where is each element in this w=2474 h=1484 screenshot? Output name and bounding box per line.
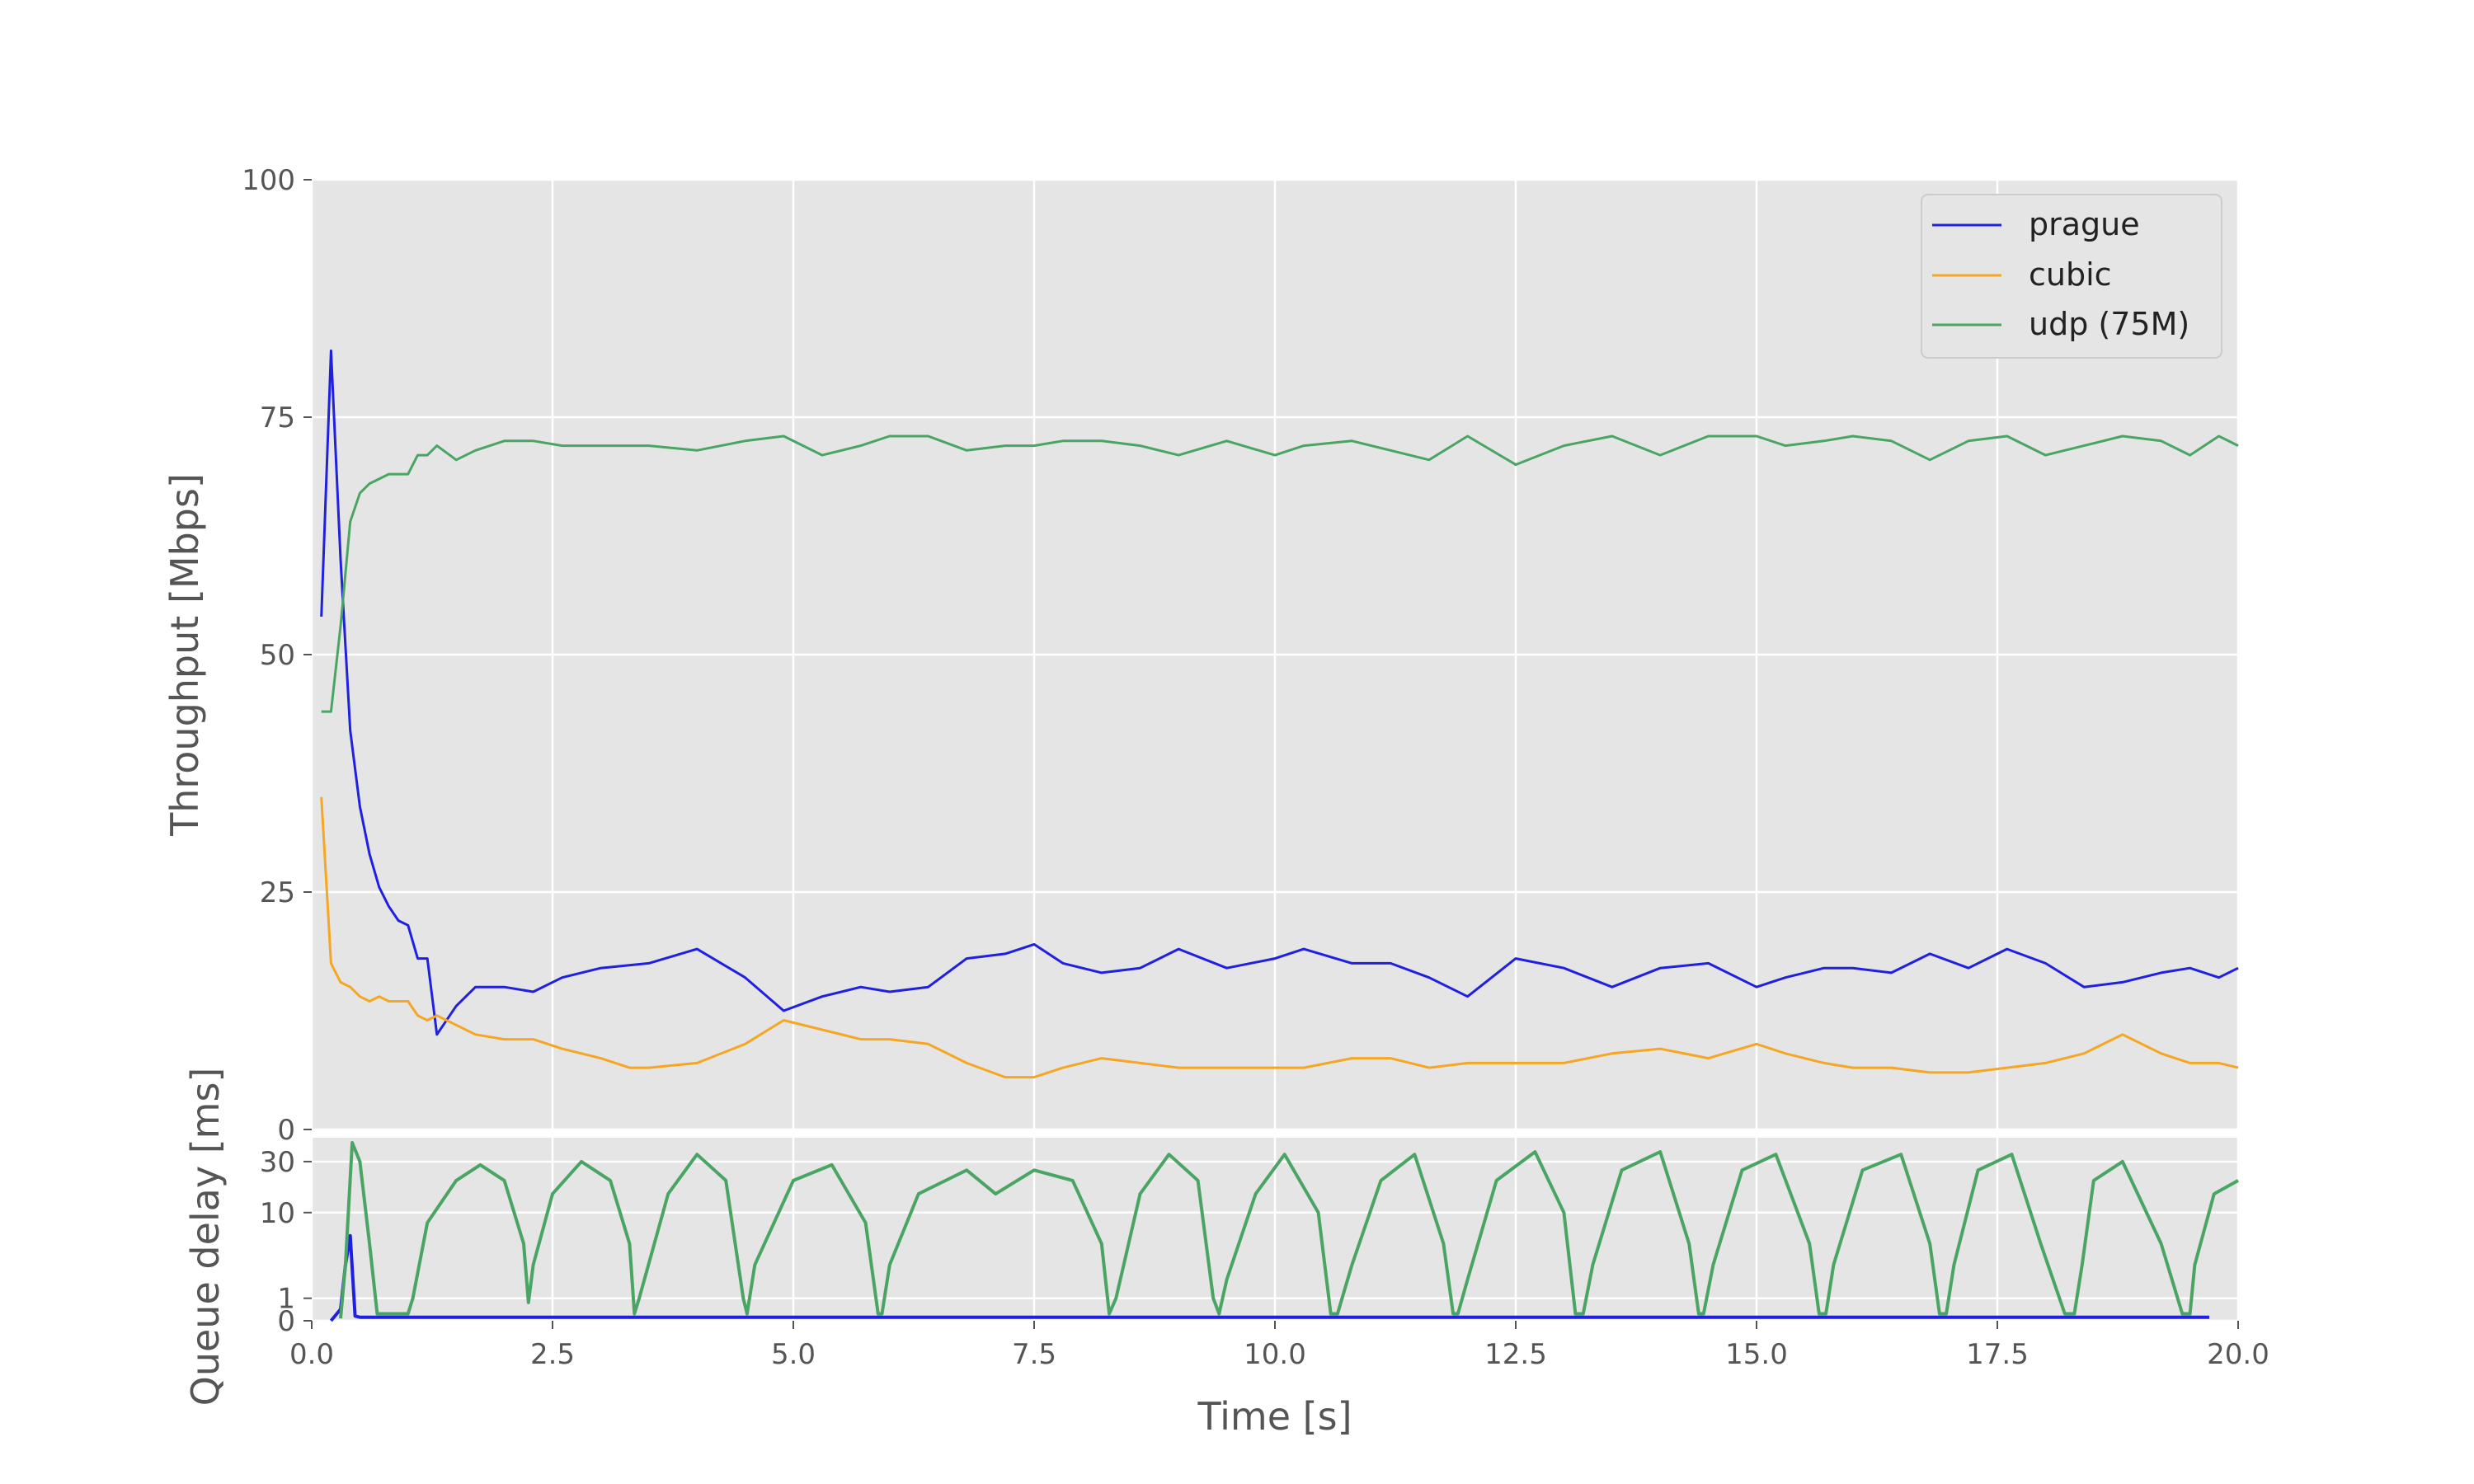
legend-label-prague: prague — [2029, 206, 2140, 242]
bottom-y-axis-label: Queue delay [ms] — [183, 1068, 228, 1407]
x-tick-label: 2.5 — [530, 1338, 575, 1371]
top-y-tick-label: 75 — [260, 402, 295, 434]
x-tick-label: 0.0 — [289, 1338, 334, 1371]
top-series-group — [320, 349, 2239, 1079]
top-y-ticks: 0 25 50 75 100 — [242, 164, 312, 1147]
x-tick-label: 7.5 — [1012, 1338, 1056, 1371]
legend-label-udp: udp (75M) — [2029, 306, 2189, 342]
bottom-y-tick-label: 10 — [260, 1197, 295, 1230]
bottom-y-tick-label: 30 — [260, 1146, 295, 1179]
x-axis-label: Time [s] — [1197, 1394, 1352, 1439]
bottom-y-tick-label: 1 — [277, 1283, 295, 1316]
x-ticks: 0.0 2.5 5.0 7.5 10.0 12.5 15.0 17.5 20.0 — [289, 1321, 2269, 1371]
legend-box — [1921, 194, 2222, 359]
x-tick-label: 15.0 — [1725, 1338, 1788, 1371]
series-line-cubic — [320, 796, 2239, 1079]
queue-delay-line-series-0 — [329, 1233, 2209, 1322]
bottom-y-tick-label: 0 — [277, 1305, 295, 1338]
top-y-tick-label: 25 — [260, 876, 295, 909]
x-tick-label: 5.0 — [771, 1338, 816, 1371]
queue-delay-line-series-1 — [339, 1141, 2239, 1319]
legend-label-cubic: cubic — [2029, 256, 2112, 293]
x-tick-label: 10.0 — [1244, 1338, 1306, 1371]
x-tick-label: 20.0 — [2207, 1338, 2269, 1371]
top-y-tick-label: 0 — [277, 1114, 295, 1147]
top-y-tick-label: 50 — [260, 639, 295, 672]
series-line-prague — [320, 349, 2239, 1036]
top-y-tick-label: 100 — [242, 164, 295, 197]
x-tick-label: 12.5 — [1484, 1338, 1547, 1371]
bottom-y-ticks: 01 10 30 — [260, 1146, 312, 1338]
top-grid — [310, 178, 2240, 1131]
series-line-udp-75m — [321, 434, 2239, 713]
legend: prague cubic udp (75M) — [1921, 194, 2222, 359]
top-y-axis-label: Throughput [Mbps] — [162, 473, 207, 837]
x-tick-label: 17.5 — [1966, 1338, 2029, 1371]
bottom-series-group — [329, 1141, 2239, 1322]
